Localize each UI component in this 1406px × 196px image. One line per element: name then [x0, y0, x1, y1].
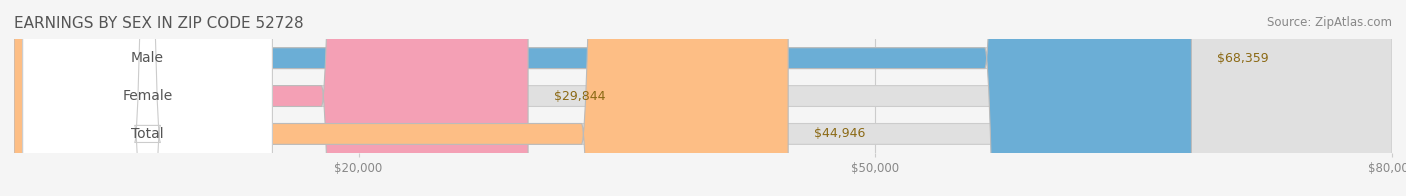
FancyBboxPatch shape	[22, 0, 273, 196]
FancyBboxPatch shape	[14, 0, 1392, 196]
Text: $68,359: $68,359	[1218, 52, 1268, 65]
Text: Female: Female	[122, 89, 173, 103]
FancyBboxPatch shape	[14, 0, 1191, 196]
FancyBboxPatch shape	[22, 0, 273, 196]
FancyBboxPatch shape	[14, 0, 1392, 196]
Text: $29,844: $29,844	[554, 90, 606, 103]
FancyBboxPatch shape	[22, 0, 273, 196]
Text: Source: ZipAtlas.com: Source: ZipAtlas.com	[1267, 16, 1392, 29]
Text: EARNINGS BY SEX IN ZIP CODE 52728: EARNINGS BY SEX IN ZIP CODE 52728	[14, 16, 304, 31]
FancyBboxPatch shape	[14, 0, 1392, 196]
Text: Total: Total	[131, 127, 165, 141]
FancyBboxPatch shape	[14, 0, 789, 196]
FancyBboxPatch shape	[14, 0, 529, 196]
Text: $44,946: $44,946	[814, 127, 866, 140]
Text: Male: Male	[131, 51, 165, 65]
